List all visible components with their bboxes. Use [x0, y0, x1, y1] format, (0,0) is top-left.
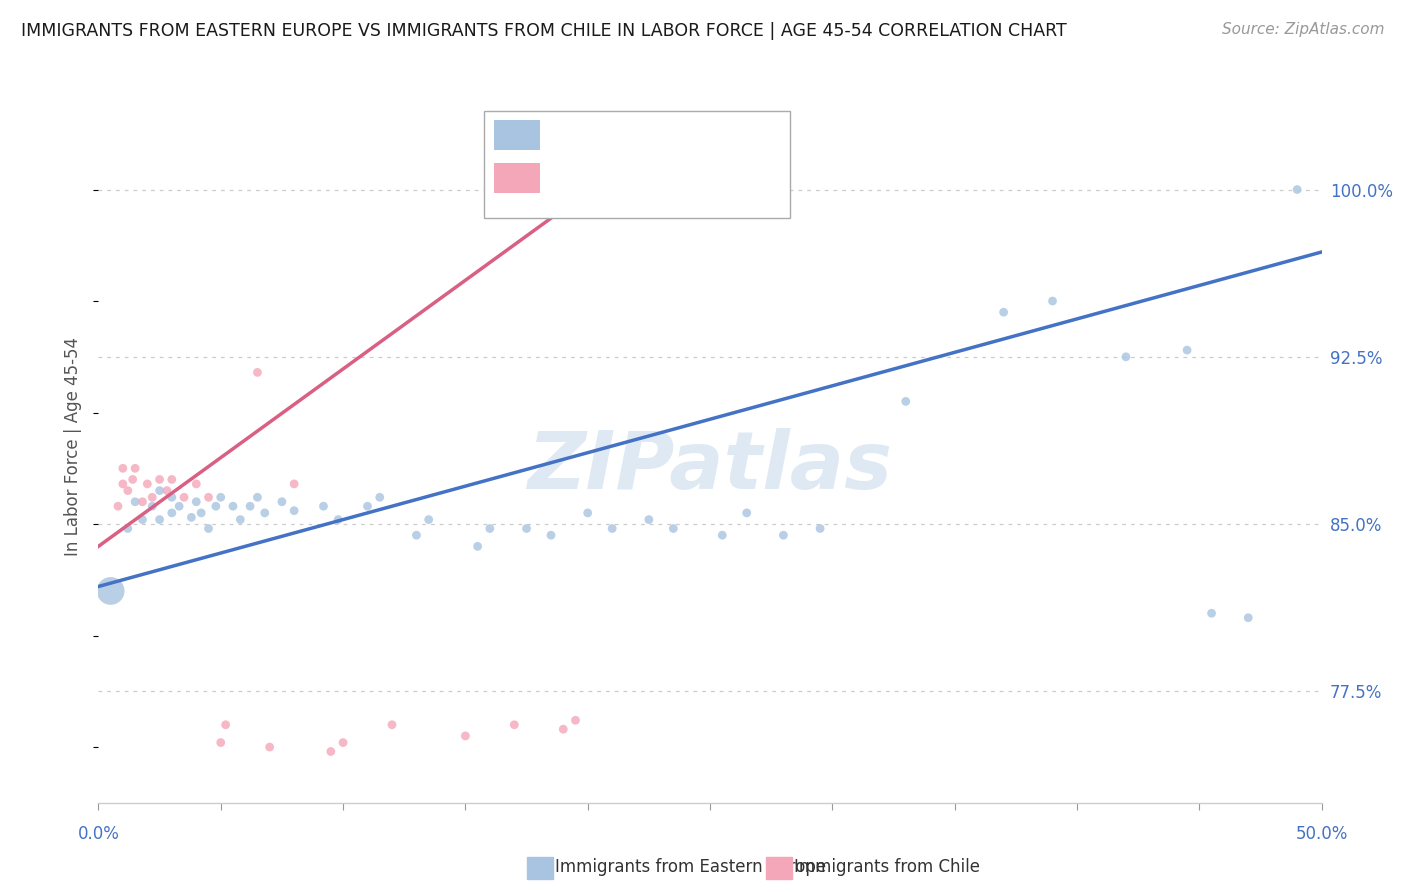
Point [328, 513, 350, 527]
Y-axis label: In Labor Force | Age 45-54: In Labor Force | Age 45-54 [65, 336, 83, 556]
Point [117, 521, 139, 535]
Point [418, 513, 440, 527]
Point [600, 521, 623, 535]
Point [270, 494, 294, 508]
Point [156, 483, 179, 498]
Point [381, 717, 404, 731]
Point [141, 490, 163, 504]
Point [576, 506, 599, 520]
Point [253, 506, 276, 520]
Point [454, 729, 477, 743]
Point [467, 540, 489, 554]
Point [1237, 611, 1260, 625]
Point [197, 490, 219, 504]
Point [136, 477, 159, 491]
Point [205, 500, 228, 514]
Point [131, 513, 153, 527]
Point [149, 473, 172, 487]
Point [214, 717, 236, 731]
Point [180, 510, 202, 524]
Point [246, 365, 269, 379]
Point [662, 521, 685, 535]
Text: Immigrants from Chile: Immigrants from Chile [794, 858, 980, 876]
Point [1115, 350, 1137, 364]
Point [564, 714, 586, 728]
Point [107, 500, 129, 514]
Text: ZIPatlas: ZIPatlas [527, 428, 893, 507]
Point [515, 521, 537, 535]
Point [1042, 293, 1064, 308]
Point [229, 513, 252, 527]
Point [312, 500, 335, 514]
Point [638, 513, 661, 527]
Point [149, 483, 172, 498]
Point [100, 584, 122, 599]
Point [735, 506, 758, 520]
Point [186, 494, 208, 508]
Point [356, 500, 378, 514]
Point [1201, 607, 1223, 621]
Point [111, 477, 134, 491]
Point [246, 490, 269, 504]
Point [117, 483, 139, 498]
Point [160, 473, 183, 487]
Point [368, 490, 391, 504]
Text: 0.0%: 0.0% [77, 825, 120, 843]
Bar [494, 120, 540, 150]
Point [121, 473, 143, 487]
Text: IMMIGRANTS FROM EASTERN EUROPE VS IMMIGRANTS FROM CHILE IN LABOR FORCE | AGE 45-: IMMIGRANTS FROM EASTERN EUROPE VS IMMIGR… [21, 22, 1067, 40]
Point [209, 736, 232, 750]
Point [503, 717, 526, 731]
Point [1175, 343, 1198, 357]
Point [478, 521, 501, 535]
Text: R = 0.461   N = 50: R = 0.461 N = 50 [550, 125, 734, 143]
Text: 50.0%: 50.0% [1295, 825, 1348, 843]
Point [173, 490, 195, 504]
Point [160, 490, 183, 504]
Point [167, 500, 190, 514]
Point [131, 494, 153, 508]
Point [993, 305, 1015, 319]
Point [239, 500, 262, 514]
Point [186, 477, 208, 491]
Point [124, 461, 146, 475]
Point [160, 506, 183, 520]
Point [1286, 182, 1309, 196]
Point [283, 477, 305, 491]
Point [540, 528, 562, 542]
Point [808, 521, 831, 535]
Text: Immigrants from Eastern Europe: Immigrants from Eastern Europe [555, 858, 827, 876]
Point [149, 513, 172, 527]
Point [222, 500, 245, 514]
Text: R = 0.625   N = 27: R = 0.625 N = 27 [550, 168, 734, 186]
Point [197, 521, 219, 535]
Point [283, 503, 305, 517]
Point [190, 506, 212, 520]
Point [405, 528, 427, 542]
Point [319, 744, 342, 758]
Point [111, 461, 134, 475]
Point [141, 500, 163, 514]
Point [124, 494, 146, 508]
Point [332, 736, 354, 750]
Point [772, 528, 794, 542]
Text: Source: ZipAtlas.com: Source: ZipAtlas.com [1222, 22, 1385, 37]
Point [259, 739, 281, 754]
Point [209, 490, 232, 504]
Point [553, 723, 575, 737]
Bar [494, 162, 540, 193]
Point [894, 394, 917, 409]
FancyBboxPatch shape [484, 111, 790, 218]
Point [711, 528, 734, 542]
